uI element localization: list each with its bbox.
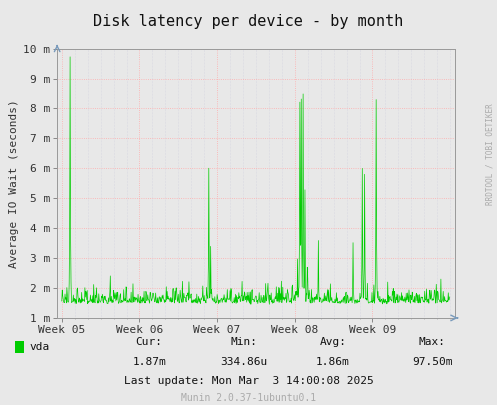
Text: Max:: Max: xyxy=(419,337,446,347)
Text: RRDTOOL / TOBI OETIKER: RRDTOOL / TOBI OETIKER xyxy=(485,103,494,205)
Text: Min:: Min: xyxy=(230,337,257,347)
Text: vda: vda xyxy=(30,342,50,352)
Text: 97.50m: 97.50m xyxy=(412,358,453,367)
Text: Last update: Mon Mar  3 14:00:08 2025: Last update: Mon Mar 3 14:00:08 2025 xyxy=(124,376,373,386)
Text: 334.86u: 334.86u xyxy=(220,358,267,367)
Text: Disk latency per device - by month: Disk latency per device - by month xyxy=(93,14,404,29)
Text: Avg:: Avg: xyxy=(320,337,346,347)
Text: 1.86m: 1.86m xyxy=(316,358,350,367)
Y-axis label: Average IO Wait (seconds): Average IO Wait (seconds) xyxy=(9,99,19,268)
Text: Munin 2.0.37-1ubuntu0.1: Munin 2.0.37-1ubuntu0.1 xyxy=(181,393,316,403)
Text: 1.87m: 1.87m xyxy=(132,358,166,367)
Text: Cur:: Cur: xyxy=(136,337,163,347)
